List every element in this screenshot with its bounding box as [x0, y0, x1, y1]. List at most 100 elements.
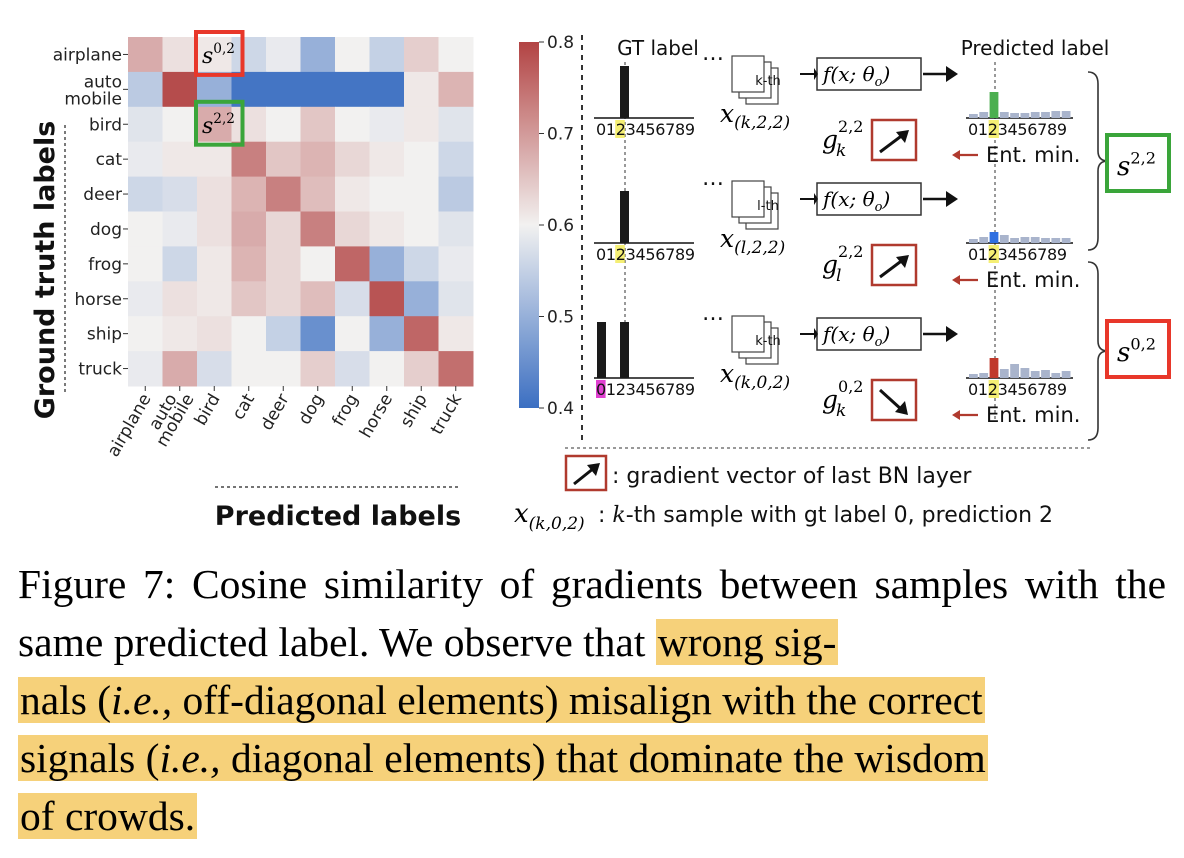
heatmap-cell	[300, 141, 336, 178]
heatmap-cell	[231, 141, 267, 178]
model-label: f(x; θo)	[821, 187, 890, 215]
legend-arrow	[573, 466, 595, 486]
sample-tag: l-th	[757, 199, 779, 214]
caption-highlight-3: signals (i.e., diagonal elements) that d…	[18, 735, 988, 781]
pred-bar	[969, 114, 978, 118]
row-label: truck	[78, 360, 122, 380]
x-axis-title: Predicted labels	[215, 501, 461, 532]
pred-bar	[1030, 237, 1040, 243]
caption-ie: i.e.,	[111, 677, 173, 723]
cell-mark-label: s0,2	[202, 41, 235, 69]
pred-bar	[979, 112, 989, 118]
ellipsis: …	[702, 41, 724, 66]
gradient-symbol: g2,2 l	[822, 242, 863, 286]
pred-digits: 0123456789	[968, 120, 1067, 139]
pred-bar	[979, 373, 989, 378]
y-axis-title: Ground truth labels	[30, 121, 61, 420]
heatmap-cell	[438, 176, 474, 212]
heatmap-cell	[197, 106, 232, 143]
pred-main-bar	[989, 92, 999, 118]
model-label: f(x; θo)	[821, 322, 890, 350]
figure-svg: airplaneautomobilebirdcatdeerdogfroghors…	[30, 30, 1171, 534]
heatmap-cell	[369, 37, 405, 73]
heatmap-cell	[231, 351, 267, 387]
cell-mark-box	[194, 30, 245, 77]
heatmap-cell	[335, 37, 370, 73]
gt-digits: 0123456789	[596, 245, 695, 264]
heatmap-cell	[162, 246, 198, 282]
heatmap-cell	[128, 281, 163, 317]
sample-card	[731, 315, 765, 353]
heatmap-cell	[300, 211, 336, 247]
pred-bar	[1041, 370, 1050, 378]
pred-bar	[1020, 113, 1030, 118]
heatmap-cell	[162, 316, 198, 352]
heatmap-cell	[335, 71, 370, 108]
heatmap-cell	[404, 316, 439, 352]
heatmap-cell	[266, 211, 301, 247]
gt-digit-highlight	[615, 120, 625, 138]
row-label: deer	[83, 185, 122, 205]
arrow-head	[814, 328, 818, 340]
caption-highlight-2: nals (i.e., off-diagonal elements) misal…	[18, 677, 985, 723]
col-label: bird	[191, 391, 225, 430]
cell-mark-box	[194, 99, 245, 147]
pred-bar	[1051, 238, 1061, 243]
heatmap-cell	[266, 141, 301, 178]
sample-card	[731, 180, 765, 218]
heatmap-cell	[266, 281, 301, 317]
heatmap-cell	[369, 351, 405, 387]
gradient-arrow-head	[895, 401, 908, 415]
heatmap-cell	[404, 37, 439, 73]
col-label: dog	[295, 391, 328, 429]
heatmap-cell	[162, 141, 198, 178]
heatmap-cell	[404, 71, 439, 108]
heatmap-cell	[197, 211, 232, 247]
heatmap-cell	[266, 106, 301, 143]
colorbar-tick-label: 0.7	[547, 125, 574, 145]
row-label: ship	[87, 325, 122, 345]
heatmap: airplaneautomobilebirdcatdeerdogfroghors…	[30, 30, 474, 532]
sample-symbol: x(k,2,2)	[720, 99, 790, 133]
pred-bar	[969, 374, 978, 378]
gradient-arrow-box	[870, 378, 918, 422]
pred-digit-highlight	[988, 380, 999, 398]
group-box	[1105, 133, 1171, 193]
heatmap-cell	[438, 141, 474, 178]
heatmap-cell	[128, 37, 163, 73]
gt-bar	[620, 322, 629, 378]
heatmap-cell	[128, 141, 163, 178]
pred-bar	[1010, 364, 1019, 378]
heatmap-cell	[266, 37, 301, 73]
pred-bar	[1041, 112, 1050, 118]
heatmap-cell	[197, 316, 232, 352]
heatmap-cell	[438, 106, 474, 143]
caption-highlight-4: of crowds.	[18, 793, 198, 839]
heatmap-cell	[369, 106, 405, 143]
gt-digit-highlight	[615, 245, 625, 263]
heatmap-cell	[128, 176, 163, 212]
heatmap-cell	[300, 351, 336, 387]
gt-digit-highlight	[596, 380, 606, 398]
row-label: airplane	[53, 45, 122, 65]
heatmap-cell	[300, 246, 336, 282]
caption-text: diagonal elements) that dominate the wis…	[220, 735, 986, 781]
group-box	[1105, 319, 1171, 379]
heatmap-cell	[369, 211, 405, 247]
row-label: mobile	[64, 89, 122, 109]
colorbar-bar	[519, 42, 539, 408]
pred-bar	[1010, 238, 1019, 243]
ent-min-label: Ent. min.	[986, 268, 1080, 292]
heatmap-cell	[197, 246, 232, 282]
gt-digits: 0123456789	[596, 120, 695, 139]
ent-min-label: Ent. min.	[986, 403, 1080, 427]
caption-text: nals (	[20, 677, 112, 723]
pred-bar	[1020, 368, 1030, 378]
colorbar-tick-label: 0.4	[547, 399, 574, 419]
heatmap-cell	[162, 71, 198, 108]
heatmap-cell	[266, 351, 301, 387]
heatmap-cell	[300, 106, 336, 143]
heatmap-cell	[438, 281, 474, 317]
heatmap-cell	[128, 316, 163, 352]
gradient-arrow-head	[896, 255, 909, 268]
